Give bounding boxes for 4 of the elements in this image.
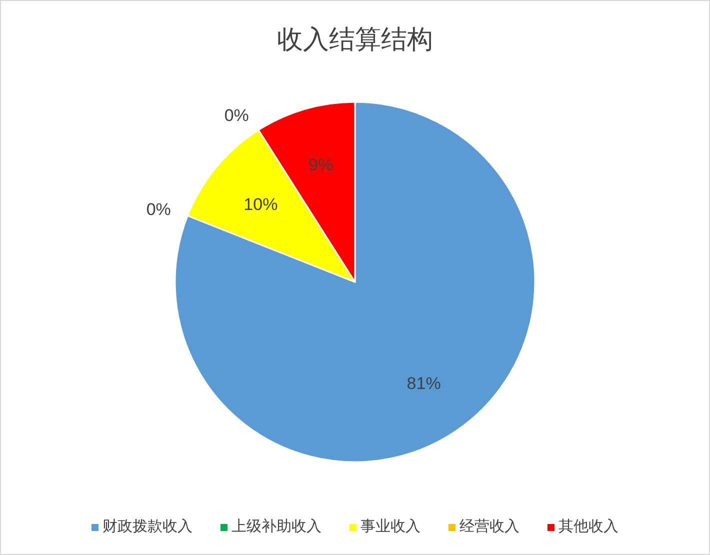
legend-label: 其他收入 bbox=[558, 518, 618, 535]
legend-label: 经营收入 bbox=[460, 518, 520, 535]
title: 收入结算结构 bbox=[277, 24, 433, 54]
legend-label: 事业收入 bbox=[360, 518, 420, 535]
